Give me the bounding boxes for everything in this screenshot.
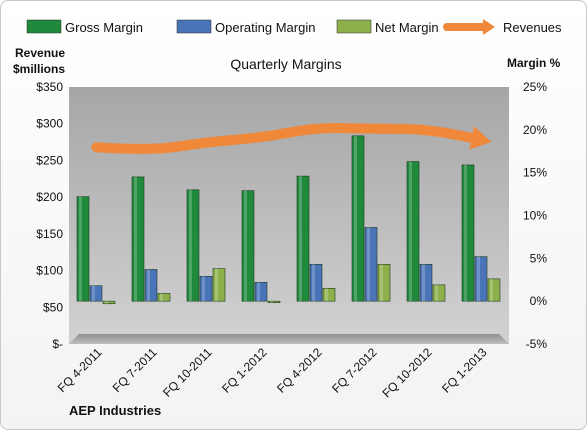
bar-operating-margin [474,256,488,302]
bar-gross-margin [351,135,365,302]
legend-arrow-revenues [483,19,495,35]
plot-floor [69,334,509,344]
bar-net-margin [212,268,226,302]
company-name: AEP Industries [69,403,161,418]
y-left-label-line2: $millions [13,62,65,76]
chart-title: Quarterly Margins [230,56,341,72]
bar-highlight [202,276,205,302]
bar-highlight [244,190,247,302]
y-right-tick-label: 20% [523,123,547,137]
y-left-tick-label: $250 [36,153,63,167]
x-tick-label: FQ 4-2011 [55,345,105,395]
bar-highlight [367,227,370,302]
y-left-ticks: $- $50 $100 $150 $200 $250 $300 $350 [36,80,63,351]
bar-gross-margin [76,196,90,302]
bar-highlight [325,288,328,302]
bar-highlight [312,264,315,302]
bar-net-margin [322,288,336,302]
y-right-tick-label: -5% [526,337,548,351]
x-tick-label: FQ 7-2011 [110,345,160,395]
y-left-tick-label: $300 [36,117,63,131]
bar-operating-margin [89,285,103,302]
bar-highlight [270,301,273,303]
legend-label-revenues: Revenues [503,20,562,35]
bar-highlight [92,285,95,302]
y-left-tick-label: $100 [36,264,63,278]
legend: Gross Margin Operating Margin Net Margin Re… [26,19,562,35]
legend-swatch-operating-margin [176,19,212,34]
x-tick-label: FQ 4-2012 [274,345,325,396]
bar-gross-margin [241,190,255,302]
y-right-tick-label: 25% [523,80,547,94]
bar-highlight [189,189,192,302]
bar-net-margin [487,278,501,302]
bar-highlight [490,278,493,302]
y-right-ticks: -5% 0% 5% 10% 15% 20% 25% [523,80,547,351]
bar-net-margin [267,300,281,303]
bar-highlight [134,176,137,302]
bar-operating-margin [199,276,213,302]
y-right-tick-label: 0% [530,294,548,308]
bars [76,135,501,305]
x-tick-label: FQ 1-2012 [219,345,270,396]
bar-net-margin [102,300,116,305]
x-tick-label: FQ 1-2013 [439,345,490,396]
y-left-label-line1: Revenue [15,46,65,60]
bar-operating-margin [144,269,158,302]
y-left-tick-label: $- [52,337,63,351]
x-tick-label: FQ 10-2011 [160,345,215,400]
bar-highlight [105,301,108,304]
y-left-tick-label: $200 [36,190,63,204]
revenue-line-path [91,123,477,154]
bar-highlight [215,268,218,302]
revenue-arrow-head [469,126,492,150]
bar-gross-margin [186,189,200,302]
bar-gross-margin [296,175,310,302]
bar-gross-margin [406,161,420,302]
bar-highlight [79,196,82,302]
legend-label-gross-margin: Gross Margin [65,20,143,35]
bar-highlight [380,264,383,302]
bar-highlight [160,293,163,302]
legend-swatch-gross-margin [26,19,62,34]
y-right-tick-label: 15% [523,166,547,180]
bar-highlight [147,269,150,302]
y-right-tick-label: 5% [530,251,548,265]
bar-highlight [422,264,425,302]
bar-highlight [435,284,438,302]
x-tick-label: FQ 7-2012 [329,345,380,396]
legend-label-net-margin: Net Margin [375,20,439,35]
bar-gross-margin [461,164,475,302]
x-tick-label: FQ 10-2012 [379,345,434,400]
bar-net-margin [157,293,171,302]
legend-label-operating-margin: Operating Margin [215,20,315,35]
revenue-line [91,123,492,154]
bar-operating-margin [364,227,378,302]
bar-highlight [464,164,467,302]
bar-net-margin [432,284,446,302]
bar-operating-margin [254,282,268,302]
bar-net-margin [377,264,391,302]
legend-swatch-net-margin [336,19,372,34]
y-right-label: Margin % [507,56,561,70]
bar-operating-margin [419,264,433,302]
y-left-tick-label: $350 [36,80,63,94]
bar-highlight [299,176,302,302]
bar-highlight [354,135,357,302]
y-right-tick-label: 10% [523,209,547,223]
bar-operating-margin [309,264,323,302]
y-left-tick-label: $50 [43,300,63,314]
bar-highlight [409,161,412,302]
bar-gross-margin [131,176,145,302]
y-left-tick-label: $150 [36,227,63,241]
x-ticks: FQ 4-2011 FQ 7-2011 FQ 10-2011 FQ 1-2012 FQ … [55,345,490,400]
bar-highlight [257,282,260,302]
bar-highlight [477,256,480,302]
